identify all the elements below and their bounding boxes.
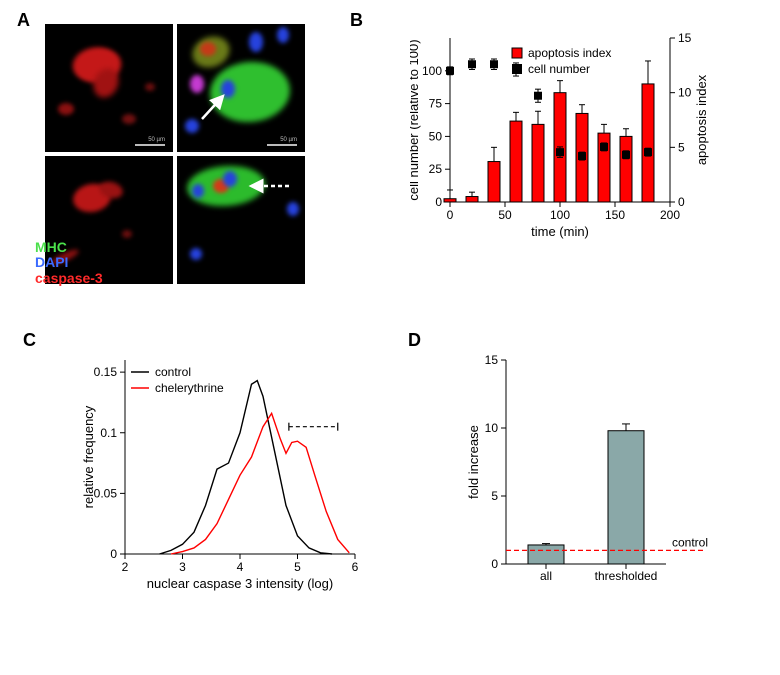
svg-text:100: 100 <box>422 64 442 78</box>
svg-text:2: 2 <box>122 560 129 574</box>
scalebar-tr: 50 µm <box>280 137 297 143</box>
svg-text:apoptosis index: apoptosis index <box>694 74 709 165</box>
svg-text:150: 150 <box>605 208 625 222</box>
svg-text:200: 200 <box>660 208 680 222</box>
svg-text:control: control <box>155 365 191 379</box>
micro-top-right: 50 µm <box>177 24 305 152</box>
svg-text:relative frequency: relative frequency <box>81 405 96 508</box>
svg-text:10: 10 <box>678 86 692 100</box>
svg-text:0.15: 0.15 <box>94 365 118 379</box>
svg-text:0: 0 <box>435 195 442 209</box>
svg-text:15: 15 <box>678 31 692 45</box>
svg-text:5: 5 <box>491 489 498 503</box>
svg-text:all: all <box>540 569 552 583</box>
svg-text:control: control <box>672 535 708 549</box>
panel-d: D 051015allthresholdedcontrolfold increa… <box>420 340 760 640</box>
panel-b: B 0501001502000255075100051015time (min)… <box>360 20 760 300</box>
svg-text:cell number: cell number <box>528 62 590 76</box>
svg-text:10: 10 <box>485 421 499 435</box>
svg-text:0: 0 <box>491 557 498 571</box>
svg-text:15: 15 <box>485 354 499 367</box>
svg-text:0.1: 0.1 <box>100 426 117 440</box>
svg-text:cell number (relative to 100): cell number (relative to 100) <box>410 39 421 200</box>
svg-text:time (min): time (min) <box>531 224 589 239</box>
micro-top-left: 50 µm <box>45 24 173 152</box>
arrow-solid-icon <box>197 84 237 124</box>
chart-b: 0501001502000255075100051015time (min)ce… <box>410 30 710 240</box>
panel-a-label: A <box>17 10 30 31</box>
svg-text:nuclear caspase 3 intensity (l: nuclear caspase 3 intensity (log) <box>147 576 333 591</box>
svg-text:fold increase: fold increase <box>466 425 481 499</box>
svg-text:5: 5 <box>678 140 685 154</box>
svg-text:6: 6 <box>352 560 359 574</box>
scalebar-tl: 50 µm <box>148 137 165 143</box>
svg-text:100: 100 <box>550 208 570 222</box>
svg-text:thresholded: thresholded <box>595 569 658 583</box>
micro-bottom-right <box>177 156 305 284</box>
stain-casp: caspase-3 <box>35 271 103 286</box>
svg-text:0: 0 <box>110 547 117 561</box>
svg-text:75: 75 <box>429 97 443 111</box>
svg-text:0.05: 0.05 <box>94 486 118 500</box>
panel-b-label: B <box>350 10 363 31</box>
svg-text:apoptosis index: apoptosis index <box>528 46 611 60</box>
panel-d-label: D <box>408 330 421 351</box>
chart-d: 0 5 10 15 all thresholded control fold increase <box>466 354 716 594</box>
panel-c-label: C <box>23 330 36 351</box>
svg-text:chelerythrine: chelerythrine <box>155 381 224 395</box>
svg-text:25: 25 <box>429 162 443 176</box>
svg-text:0: 0 <box>678 195 685 209</box>
svg-text:5: 5 <box>294 560 301 574</box>
stain-mhc: MHC <box>35 240 103 255</box>
svg-text:0: 0 <box>447 208 454 222</box>
chart-c: 2 3 4 5 6 0 0.05 0.1 0.15 nuclear caspase 3 inten… <box>81 354 361 594</box>
svg-text:50: 50 <box>498 208 512 222</box>
panel-a: A 50 µm <box>35 20 315 300</box>
arrow-dashed-icon <box>243 174 293 198</box>
svg-text:4: 4 <box>237 560 244 574</box>
svg-text:50: 50 <box>429 129 443 143</box>
stain-legend: MHC DAPI caspase-3 <box>35 240 103 286</box>
figure-root: A 50 µm <box>0 0 780 675</box>
stain-dapi: DAPI <box>35 255 103 270</box>
svg-text:3: 3 <box>179 560 186 574</box>
panel-c: C 2345600.050.10.15nuclear caspase 3 int… <box>35 340 395 640</box>
